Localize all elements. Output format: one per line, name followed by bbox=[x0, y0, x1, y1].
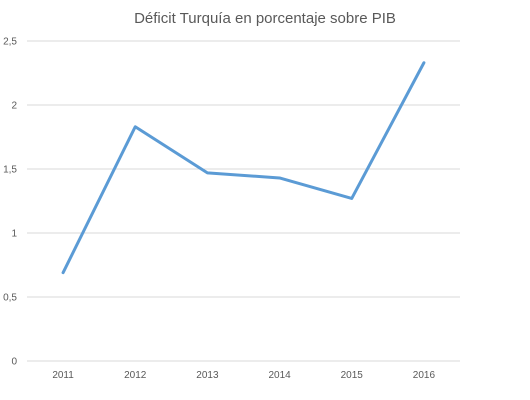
y-tick-label: 0 bbox=[11, 357, 17, 368]
x-tick-label: 2015 bbox=[341, 370, 364, 381]
y-tick-label: 2 bbox=[11, 101, 17, 112]
x-tick-label: 2011 bbox=[52, 370, 74, 381]
y-tick-label: 2,5 bbox=[3, 37, 17, 48]
series-lines bbox=[61, 61, 426, 275]
chart-title: Déficit Turquía en porcentaje sobre PIB bbox=[134, 10, 396, 27]
y-tick-label: 0,5 bbox=[3, 293, 17, 304]
x-tick-label: 2016 bbox=[413, 370, 436, 381]
x-tick-label: 2013 bbox=[196, 370, 219, 381]
x-axis-ticks: 2011 2012 2013 2014 2015 2016 bbox=[52, 370, 435, 381]
x-tick-label: 2014 bbox=[268, 370, 291, 381]
y-tick-label: 1,5 bbox=[3, 165, 17, 176]
x-tick-label: 2012 bbox=[124, 370, 147, 381]
series-line bbox=[61, 61, 426, 275]
y-axis-ticks: 0 0,5 1 1,5 2 2,5 bbox=[3, 37, 17, 368]
gridlines bbox=[27, 40, 460, 362]
y-tick-label: 1 bbox=[11, 229, 17, 240]
